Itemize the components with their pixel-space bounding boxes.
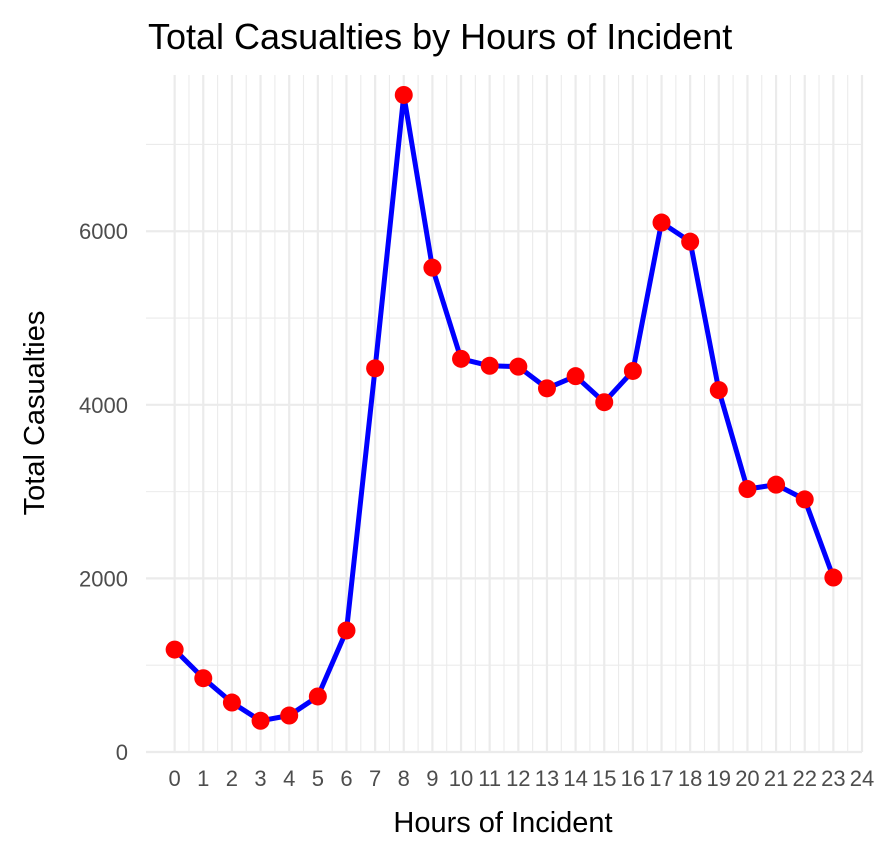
y-axis-title: Total Casualties bbox=[19, 311, 51, 516]
data-point bbox=[738, 480, 757, 499]
x-tick-label: 10 bbox=[449, 766, 473, 791]
x-tick-label: 20 bbox=[735, 766, 759, 791]
data-point bbox=[165, 640, 184, 659]
x-tick-label: 0 bbox=[169, 766, 181, 791]
x-tick-label: 19 bbox=[707, 766, 731, 791]
data-point bbox=[337, 621, 356, 640]
x-tick-label: 4 bbox=[283, 766, 295, 791]
x-tick-label: 6 bbox=[340, 766, 352, 791]
x-tick-label: 24 bbox=[850, 766, 874, 791]
x-tick-label: 14 bbox=[563, 766, 587, 791]
y-tick-label: 2000 bbox=[79, 566, 128, 591]
data-point bbox=[480, 356, 499, 375]
data-points bbox=[165, 85, 843, 730]
x-tick-label: 1 bbox=[197, 766, 209, 791]
x-tick-label: 9 bbox=[426, 766, 438, 791]
x-axis-title: Hours of Incident bbox=[393, 807, 612, 839]
data-point bbox=[194, 669, 213, 688]
data-point bbox=[652, 213, 671, 232]
y-tick-label: 6000 bbox=[79, 219, 128, 244]
data-point bbox=[308, 687, 327, 706]
data-point bbox=[623, 361, 642, 380]
data-point bbox=[366, 359, 385, 378]
data-point bbox=[681, 232, 700, 251]
x-tick-label: 21 bbox=[764, 766, 788, 791]
data-point bbox=[537, 379, 556, 398]
y-axis-ticks: 0 2000 4000 6000 bbox=[79, 219, 128, 765]
x-tick-label: 16 bbox=[621, 766, 645, 791]
y-tick-label: 4000 bbox=[79, 393, 128, 418]
chart-title: Total Casualties by Hours of Incident bbox=[148, 16, 732, 57]
data-point bbox=[566, 367, 585, 386]
x-axis-ticks: 0 1 2 3 4 5 6 7 8 9 10 11 12 13 14 15 16 17 18 19 20 21 22 23 24 bbox=[169, 766, 875, 791]
data-point bbox=[595, 393, 614, 412]
x-tick-label: 23 bbox=[821, 766, 845, 791]
x-tick-label: 3 bbox=[254, 766, 266, 791]
x-tick-label: 12 bbox=[506, 766, 530, 791]
data-point bbox=[509, 357, 528, 376]
data-point bbox=[251, 711, 270, 730]
x-tick-label: 22 bbox=[792, 766, 816, 791]
x-tick-label: 17 bbox=[649, 766, 673, 791]
x-tick-label: 11 bbox=[478, 766, 501, 791]
grid bbox=[146, 75, 864, 754]
x-tick-label: 2 bbox=[226, 766, 238, 791]
x-tick-label: 7 bbox=[369, 766, 381, 791]
data-point bbox=[795, 490, 814, 509]
x-tick-label: 13 bbox=[535, 766, 559, 791]
x-tick-label: 18 bbox=[678, 766, 702, 791]
x-tick-label: 5 bbox=[312, 766, 324, 791]
data-point bbox=[394, 85, 413, 104]
data-point bbox=[222, 693, 241, 712]
y-tick-label: 0 bbox=[116, 740, 128, 765]
x-tick-label: 15 bbox=[592, 766, 616, 791]
data-point bbox=[280, 706, 299, 725]
data-point bbox=[452, 349, 471, 368]
data-point bbox=[423, 258, 442, 277]
data-point bbox=[709, 381, 728, 400]
data-point bbox=[767, 475, 786, 494]
data-point bbox=[824, 568, 843, 587]
x-tick-label: 8 bbox=[398, 766, 410, 791]
